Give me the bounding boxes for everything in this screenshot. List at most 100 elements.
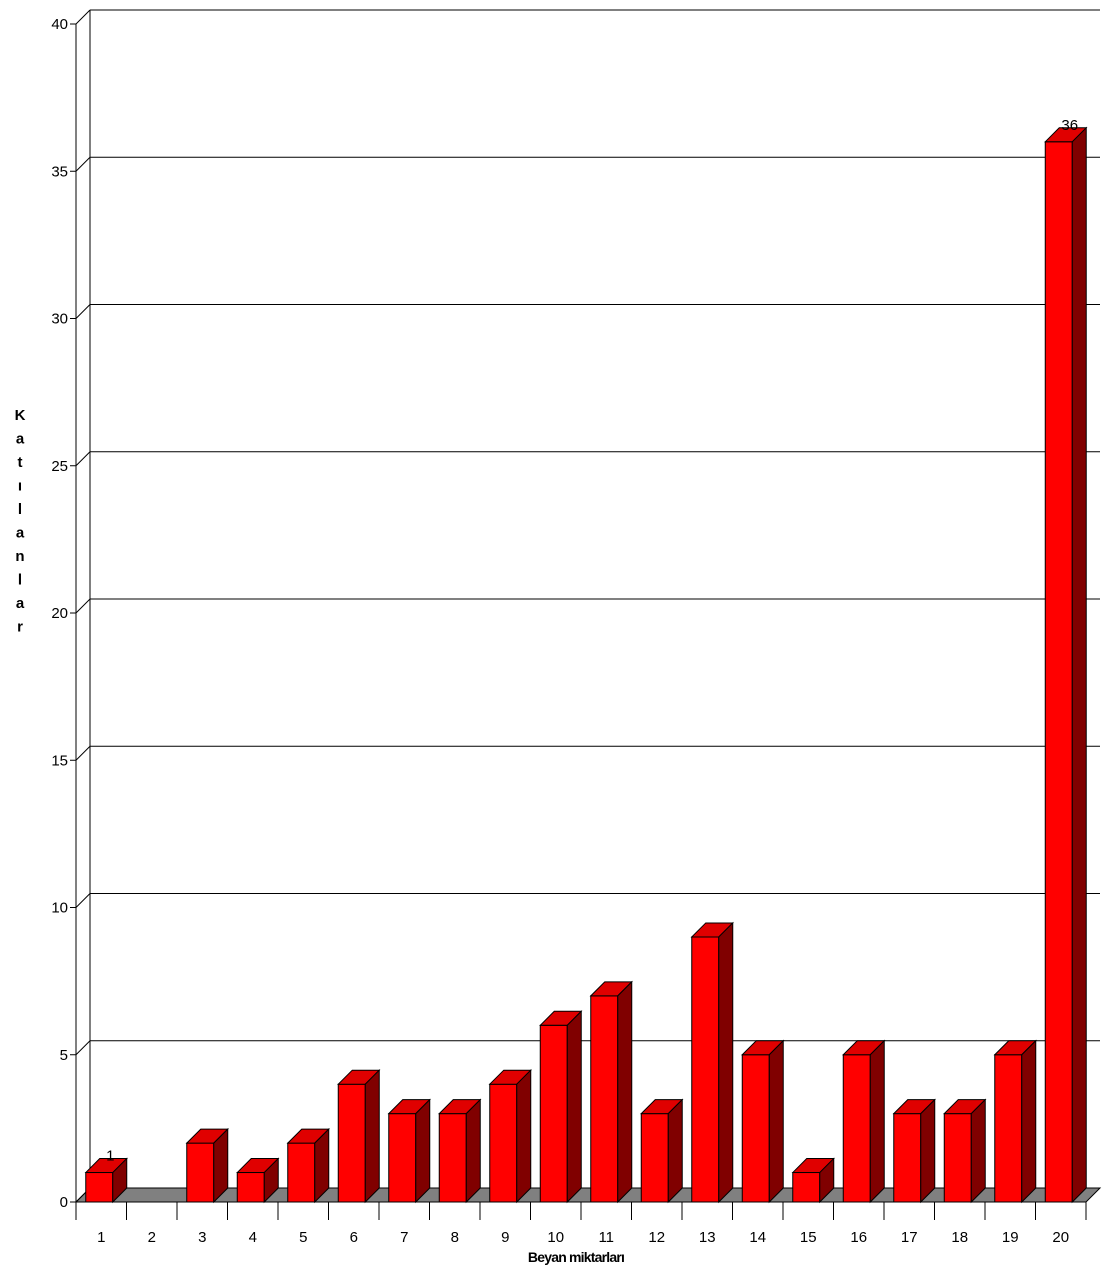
bar — [842, 1039, 886, 1204]
y-tick-label: 5 — [60, 1047, 68, 1064]
y-tick-label: 20 — [51, 605, 68, 622]
y-tick-label: 30 — [51, 311, 68, 328]
bar — [791, 1157, 835, 1204]
x-tick-label: 9 — [501, 1229, 509, 1246]
bar — [488, 1068, 532, 1204]
bar-front — [236, 1172, 265, 1203]
x-tick-label: 15 — [800, 1229, 817, 1246]
y-tick-label: 25 — [51, 458, 68, 475]
x-tick-label: 20 — [1052, 1229, 1069, 1246]
bar-side — [516, 1068, 532, 1204]
bar-side — [213, 1127, 229, 1204]
bar — [892, 1098, 936, 1204]
y-axis-title-letter: t — [18, 454, 23, 471]
bar-front — [741, 1054, 770, 1203]
bars — [84, 126, 1088, 1204]
bar-front — [691, 936, 720, 1203]
bar-side — [819, 1157, 835, 1204]
bar-side — [263, 1157, 279, 1204]
bar — [690, 921, 734, 1204]
bar-front — [85, 1172, 114, 1203]
y-axis-title-letter: a — [16, 431, 25, 448]
data-label: 36 — [1061, 117, 1078, 134]
bar-front — [539, 1024, 568, 1203]
bar-side — [314, 1127, 330, 1204]
y-tick-label: 35 — [51, 163, 68, 180]
bar — [337, 1068, 381, 1204]
x-tick-label: 18 — [951, 1229, 968, 1246]
y-axis-title-letter: a — [16, 595, 25, 612]
x-tick-label: 11 — [598, 1229, 614, 1246]
x-tick-label: 7 — [400, 1229, 408, 1246]
bar-front — [438, 1113, 467, 1203]
bar-side — [869, 1039, 885, 1204]
bar-side — [1021, 1039, 1037, 1204]
bar-side — [718, 921, 734, 1204]
bar — [943, 1098, 987, 1204]
x-tick-label: 19 — [1002, 1229, 1019, 1246]
bar-side — [1071, 126, 1087, 1204]
y-axis-title-letter: l — [18, 572, 22, 589]
bar-side — [920, 1098, 936, 1204]
y-axis-title-letter: a — [16, 525, 25, 542]
bar-side — [415, 1098, 431, 1204]
bar-side — [364, 1068, 380, 1204]
bar — [286, 1127, 330, 1204]
bar — [640, 1098, 684, 1204]
bar-front — [893, 1113, 922, 1203]
y-tick-depth — [75, 598, 91, 614]
y-axis-title-letter: ı — [18, 478, 22, 495]
y-tick-depth — [75, 156, 91, 172]
y-axis-title-letter: l — [18, 501, 22, 518]
y-axis-title-letter: K — [15, 407, 26, 424]
y-tick-label: 0 — [60, 1194, 68, 1211]
x-axis-title: Beyan miktarları — [528, 1249, 624, 1265]
bar-front — [943, 1113, 972, 1203]
x-tick-label: 2 — [148, 1229, 156, 1246]
bar-front — [842, 1054, 871, 1203]
bar — [741, 1039, 785, 1204]
y-tick-depth — [75, 451, 91, 467]
bar-front — [1044, 141, 1073, 1203]
x-tick-label: 13 — [699, 1229, 716, 1246]
bar — [1044, 126, 1088, 1204]
bar-side — [768, 1039, 784, 1204]
bar-side — [465, 1098, 481, 1204]
bar-side — [617, 980, 633, 1204]
y-tick-depth — [75, 745, 91, 761]
bar-front — [388, 1113, 417, 1203]
bar — [84, 1157, 128, 1204]
bar-front — [994, 1054, 1023, 1203]
bar-side — [667, 1098, 683, 1204]
x-tick-label: 3 — [198, 1229, 206, 1246]
y-axis-title-letter: n — [15, 548, 24, 565]
y-axis-title-letter: r — [17, 619, 23, 636]
bar-side — [112, 1157, 128, 1204]
bar — [539, 1010, 583, 1204]
bar — [993, 1039, 1037, 1204]
bar-front — [792, 1172, 821, 1203]
x-tick-label: 4 — [249, 1229, 257, 1246]
y-tick-depth — [75, 1040, 91, 1056]
bar — [185, 1127, 229, 1204]
y-tick-label: 15 — [51, 752, 68, 769]
bar-front — [337, 1083, 366, 1203]
bar-front — [186, 1142, 215, 1203]
data-label: 1 — [106, 1148, 114, 1165]
bar — [589, 980, 633, 1204]
y-tick-depth — [75, 304, 91, 319]
bar — [236, 1157, 280, 1204]
y-tick-label: 40 — [51, 16, 68, 33]
x-tick-label: 14 — [749, 1229, 766, 1246]
x-tick-label: 1 — [97, 1229, 105, 1246]
x-tick-label: 8 — [451, 1229, 459, 1246]
bar-front — [640, 1113, 669, 1203]
x-tick-label: 12 — [648, 1229, 665, 1246]
bar — [438, 1098, 482, 1204]
bar-front — [590, 995, 619, 1203]
bar-front — [489, 1083, 518, 1203]
y-tick-label: 10 — [51, 900, 68, 917]
